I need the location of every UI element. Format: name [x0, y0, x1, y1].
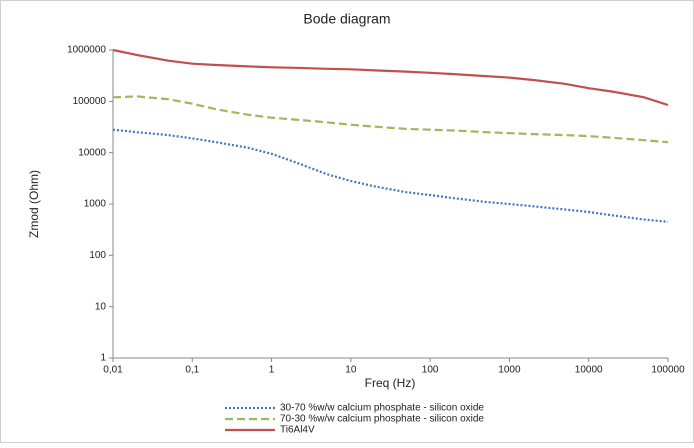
legend-label: Ti6Al4V [280, 425, 315, 436]
legend-label: 30-70 %w/w calcium phosphate - silicon o… [280, 403, 484, 414]
x-tick-label: 100000 [651, 365, 685, 376]
y-tick-label: 1000 [84, 199, 107, 210]
x-tick-label: 10 [345, 365, 357, 376]
x-tick-label: 1 [269, 365, 275, 376]
chart-title: Bode diagram [303, 11, 390, 27]
legend-label: 70-30 %w/w calcium phosphate - silicon o… [280, 414, 484, 425]
y-tick-label: 100000 [73, 96, 107, 107]
x-tick-label: 1000 [498, 365, 521, 376]
y-axis-title: Zmod (Ohm) [27, 170, 41, 238]
x-axis-title: Freq (Hz) [365, 376, 416, 390]
y-tick-label: 1000000 [67, 45, 106, 56]
x-tick-label: 10000 [575, 365, 603, 376]
series-line [112, 95, 669, 144]
series-line [112, 128, 669, 223]
y-tick-label: 10 [95, 301, 107, 312]
y-tick-label: 10000 [78, 147, 106, 158]
x-tick-label: 100 [422, 365, 439, 376]
x-tick-label: 0,01 [103, 365, 123, 376]
series-line [112, 48, 669, 107]
x-tick-label: 0,1 [185, 365, 199, 376]
y-tick-label: 1 [100, 353, 106, 364]
y-tick-label: 100 [89, 250, 106, 261]
